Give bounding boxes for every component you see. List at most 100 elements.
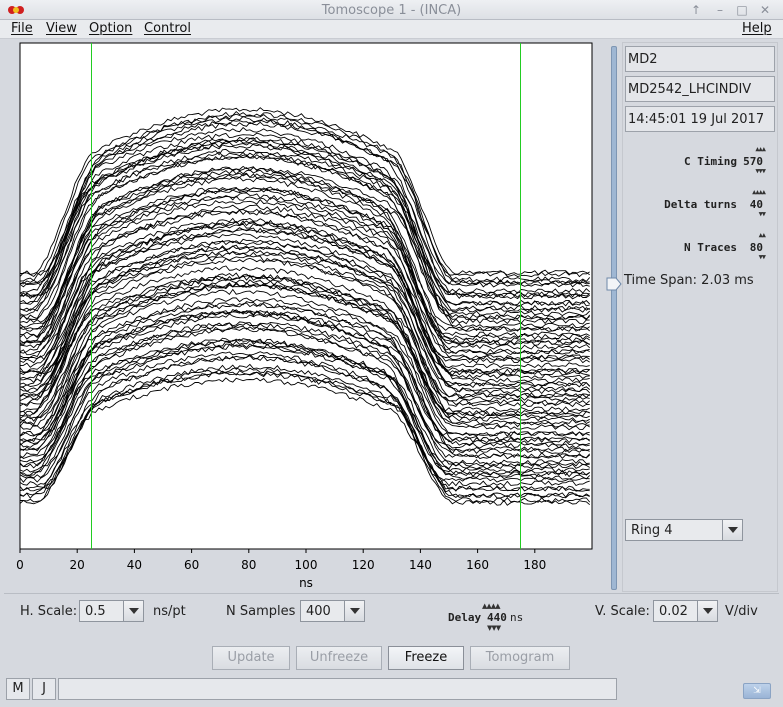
trace (19, 208, 590, 361)
c-timing-value[interactable]: 570 (743, 155, 763, 168)
delta-turns-spinner[interactable]: ▲▲▲▲ Delta turns 40 ▼▼ (623, 188, 773, 222)
trace (19, 309, 590, 446)
status-message (58, 678, 617, 700)
trace (19, 310, 590, 455)
menu-view[interactable]: View (46, 21, 77, 36)
title-bar: Tomoscope 1 - (INCA) ↑ – □ ✕ (0, 0, 783, 20)
maximize-icon[interactable]: □ (736, 3, 748, 17)
chevron-down-icon[interactable] (697, 601, 717, 621)
unfreeze-button[interactable]: Unfreeze (296, 646, 382, 670)
resize-grip-icon[interactable]: ⇲ (743, 683, 771, 699)
trace (19, 220, 590, 375)
menu-option[interactable]: Option (89, 21, 133, 36)
v-scale-value: 0.02 (659, 604, 688, 619)
trace (19, 166, 590, 325)
trace (19, 227, 590, 380)
status-j[interactable]: J (32, 678, 56, 700)
n-traces-up-arrows[interactable]: ▲▲ (758, 231, 767, 239)
n-traces-down-arrows[interactable]: ▼▼ (758, 253, 767, 261)
x-tick-label: 0 (16, 558, 24, 572)
menu-control[interactable]: Control (144, 21, 191, 36)
ring-select-value: Ring 4 (631, 523, 673, 538)
trace (20, 228, 590, 384)
x-tick-label: 20 (70, 558, 85, 572)
delta-turns-value[interactable]: 40 (749, 198, 763, 211)
trace (19, 288, 590, 437)
delay-down-arrows[interactable]: ▼▼▼ (487, 624, 501, 632)
x-tick-label: 80 (241, 558, 256, 572)
user-field: MD2542_LHCINDIV (625, 76, 775, 102)
delay-up-arrows[interactable]: ▲▲▲▲ (482, 602, 501, 610)
status-m[interactable]: M (6, 678, 30, 700)
trace (19, 187, 590, 346)
trace (19, 195, 590, 355)
raise-window-icon[interactable]: ↑ (690, 3, 702, 17)
trace (19, 220, 590, 376)
trace (19, 172, 591, 332)
waterfall-plot[interactable]: 0 20 40 60 80 100 120 140 160 180 ns (6, 40, 604, 590)
trace (19, 165, 590, 332)
ring-select[interactable]: Ring 4 (625, 519, 743, 541)
trace (19, 244, 590, 399)
freeze-button[interactable]: Freeze (388, 646, 464, 670)
trace (19, 233, 591, 387)
x-tick-label: 120 (352, 558, 375, 572)
v-scale-select[interactable]: 0.02 (653, 600, 718, 622)
trace (19, 143, 590, 312)
trace (19, 172, 590, 338)
trace (19, 132, 590, 298)
n-traces-spinner[interactable]: ▲▲ N Traces 80 ▼▼ (623, 231, 773, 265)
delta-turns-up-arrows[interactable]: ▲▲▲▲ (752, 188, 766, 196)
chevron-down-icon[interactable] (344, 601, 364, 621)
menu-help[interactable]: Help (742, 21, 772, 36)
plot-area (19, 42, 593, 550)
right-info-panel: MD2 MD2542_LHCINDIV 14:45:01 19 Jul 2017… (622, 42, 778, 592)
update-button[interactable]: Update (212, 646, 290, 670)
x-tick-label: 40 (127, 558, 142, 572)
separator (4, 593, 779, 594)
c-timing-spinner[interactable]: ▲▲▲ C Timing 570 ▼▼▼ (623, 145, 773, 179)
trace (19, 265, 590, 413)
c-timing-up-arrows[interactable]: ▲▲▲ (755, 145, 766, 153)
vertical-slider-track[interactable] (611, 46, 617, 590)
timestamp-field: 14:45:01 19 Jul 2017 (625, 106, 775, 132)
minimize-icon[interactable]: – (717, 3, 723, 17)
x-tick-label: 100 (295, 558, 318, 572)
trace (19, 283, 590, 431)
trace (19, 137, 590, 300)
trace (19, 113, 591, 283)
close-icon[interactable]: ✕ (759, 3, 771, 17)
h-scale-value: 0.5 (85, 604, 106, 619)
app-icon (8, 6, 24, 14)
trace (19, 282, 590, 428)
slider-thumb[interactable] (606, 277, 622, 291)
delta-turns-down-arrows[interactable]: ▼▼ (758, 210, 767, 218)
time-span-label: Time Span: 2.03 ms (624, 273, 754, 288)
chevron-down-icon[interactable] (722, 520, 742, 540)
c-timing-down-arrows[interactable]: ▼▼▼ (755, 167, 766, 175)
trace (19, 257, 590, 408)
delay-label: Delay (448, 611, 482, 624)
trace (19, 313, 590, 452)
menu-file[interactable]: File (11, 21, 33, 36)
trace (19, 187, 591, 350)
n-traces-value[interactable]: 80 (749, 241, 763, 254)
machine-field: MD2 (625, 46, 775, 72)
chevron-down-icon[interactable] (123, 601, 143, 621)
n-samples-select[interactable]: 400 (300, 600, 365, 622)
trace (19, 119, 590, 288)
trace (19, 322, 591, 460)
h-scale-select[interactable]: 0.5 (79, 600, 144, 622)
trace (20, 107, 590, 276)
x-axis: 0 20 40 60 80 100 120 140 160 180 (16, 549, 546, 572)
tomogram-button[interactable]: Tomogram (470, 646, 570, 670)
v-scale-label: V. Scale: (595, 604, 650, 619)
trace (19, 363, 590, 492)
window-title: Tomoscope 1 - (INCA) (321, 3, 462, 18)
delay-value[interactable]: 440 (487, 611, 507, 624)
n-samples-label: N Samples (226, 604, 296, 619)
cursor-group (91, 43, 521, 549)
c-timing-label: C Timing (684, 155, 737, 168)
trace (19, 121, 590, 286)
trace (19, 148, 590, 313)
